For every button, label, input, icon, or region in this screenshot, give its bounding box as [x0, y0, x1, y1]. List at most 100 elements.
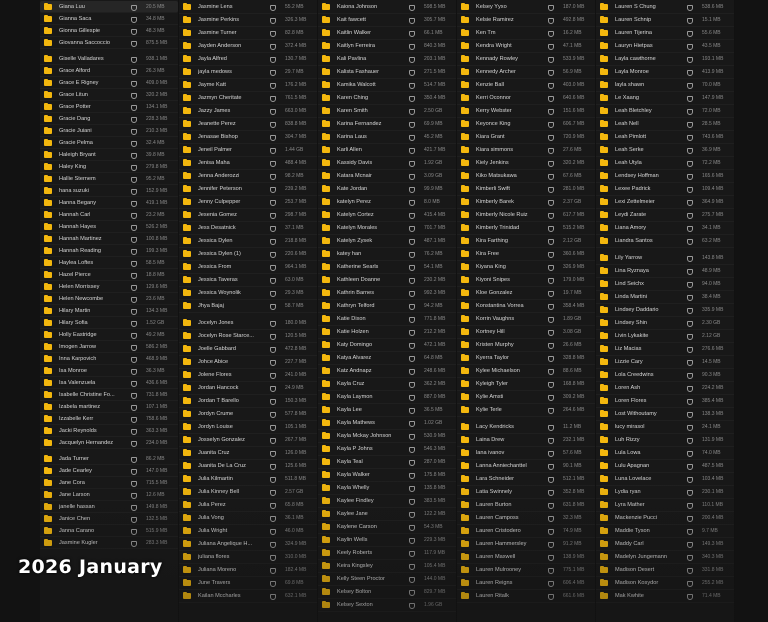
- heart-icon[interactable]: [409, 277, 415, 284]
- heart-icon[interactable]: [131, 356, 137, 363]
- heart-icon[interactable]: [687, 134, 693, 141]
- folder-row[interactable]: Jada Turner 86.2 MB: [40, 453, 178, 465]
- heart-icon[interactable]: [270, 173, 276, 180]
- folder-row[interactable]: Kennedy Archer 56.9 MB: [457, 66, 595, 79]
- folder-row[interactable]: Kerri Oconnor 640.6 MB: [457, 92, 595, 105]
- heart-icon[interactable]: [131, 152, 137, 159]
- heart-icon[interactable]: [548, 82, 554, 89]
- folder-row[interactable]: Katie Dixon 771.8 MB: [318, 313, 456, 326]
- folder-row[interactable]: Lauren Tijerina 55.6 MB: [596, 27, 734, 40]
- heart-icon[interactable]: [548, 476, 554, 483]
- folder-row[interactable]: Linda Martini 38.4 MB: [596, 291, 734, 304]
- folder-row[interactable]: Jazzy James 663.0 MB: [179, 105, 317, 118]
- folder-row[interactable]: Kylie Terle 264.6 MB: [457, 404, 595, 417]
- heart-icon[interactable]: [687, 43, 693, 50]
- folder-row[interactable]: Giselle Valladares 938.1 MB: [40, 53, 178, 65]
- heart-icon[interactable]: [409, 30, 415, 37]
- folder-row[interactable]: Jasmine Kugler 283.3 MB: [40, 537, 178, 549]
- folder-row[interactable]: Hanna Begany 419.1 MB: [40, 197, 178, 209]
- folder-row[interactable]: Kira Free 360.6 MB: [457, 248, 595, 261]
- folder-row[interactable]: Kiara simmons 27.6 MB: [457, 144, 595, 157]
- folder-row[interactable]: Kimberly Barek 2.37 GB: [457, 196, 595, 209]
- folder-row[interactable]: Kayla Teal 287.0 MB: [318, 456, 456, 469]
- heart-icon[interactable]: [548, 450, 554, 457]
- folder-row[interactable]: Jayla Alfred 130.7 MB: [179, 53, 317, 66]
- heart-icon[interactable]: [548, 56, 554, 63]
- folder-row[interactable]: Kayla Mathews 1.02 GB: [318, 417, 456, 430]
- folder-row[interactable]: Jasmine Lens 55.2 MB: [179, 1, 317, 14]
- folder-row[interactable]: Kortney Hill 3.08 GB: [457, 326, 595, 339]
- folder-row[interactable]: Kenzie Ball 403.0 MB: [457, 79, 595, 92]
- heart-icon[interactable]: [548, 173, 554, 180]
- folder-row[interactable]: Janna Carano 515.9 MB: [40, 525, 178, 537]
- heart-icon[interactable]: [409, 524, 415, 531]
- heart-icon[interactable]: [131, 456, 137, 463]
- folder-row[interactable]: Maddie Tyson 9.7 MB: [596, 525, 734, 538]
- heart-icon[interactable]: [270, 290, 276, 297]
- folder-row[interactable]: Kyerra Taylor 328.8 MB: [457, 352, 595, 365]
- folder-row[interactable]: Isabelle Christine Fo... 731.8 MB: [40, 389, 178, 401]
- heart-icon[interactable]: [687, 56, 693, 63]
- folder-row[interactable]: Lula Lowa 74.0 MB: [596, 447, 734, 460]
- folder-row[interactable]: lana ivanov 57.6 MB: [457, 447, 595, 460]
- heart-icon[interactable]: [548, 394, 554, 401]
- heart-icon[interactable]: [548, 407, 554, 414]
- folder-row[interactable]: Izabela martinez 107.1 MB: [40, 401, 178, 413]
- heart-icon[interactable]: [409, 108, 415, 115]
- folder-row[interactable]: Kiyoni Snipes 179.0 MB: [457, 274, 595, 287]
- heart-icon[interactable]: [548, 277, 554, 284]
- folder-row[interactable]: Lyra Mather 110.1 MB: [596, 499, 734, 512]
- folder-row[interactable]: Jordan T Barello 150.3 MB: [179, 395, 317, 408]
- folder-row[interactable]: Mackenzie Pucci 200.4 MB: [596, 512, 734, 525]
- heart-icon[interactable]: [270, 385, 276, 392]
- heart-icon[interactable]: [270, 567, 276, 574]
- heart-icon[interactable]: [687, 567, 693, 574]
- folder-row[interactable]: Lulu Apagnan 487.5 MB: [596, 460, 734, 473]
- folder-row[interactable]: Jade Cearley 147.0 MB: [40, 465, 178, 477]
- heart-icon[interactable]: [131, 380, 137, 387]
- heart-icon[interactable]: [131, 504, 137, 511]
- heart-icon[interactable]: [131, 260, 137, 267]
- heart-icon[interactable]: [131, 540, 137, 547]
- heart-icon[interactable]: [548, 69, 554, 76]
- folder-row[interactable]: Kate Jordan 99.9 MB: [318, 183, 456, 196]
- folder-row[interactable]: juliana flores 310.0 MB: [179, 551, 317, 564]
- heart-icon[interactable]: [131, 392, 137, 399]
- heart-icon[interactable]: [409, 173, 415, 180]
- heart-icon[interactable]: [409, 342, 415, 349]
- folder-row[interactable]: Jesenia Gomez 298.7 MB: [179, 209, 317, 222]
- heart-icon[interactable]: [548, 290, 554, 297]
- folder-row[interactable]: Kaylee Findley 383.5 MB: [318, 495, 456, 508]
- folder-row[interactable]: Hilary Sofia 1.52 GB: [40, 317, 178, 329]
- folder-row[interactable]: Le Xaang 147.9 MB: [596, 92, 734, 105]
- heart-icon[interactable]: [270, 95, 276, 102]
- heart-icon[interactable]: [270, 398, 276, 405]
- heart-icon[interactable]: [687, 593, 693, 600]
- folder-row[interactable]: Lily Yarrow 143.8 MB: [596, 252, 734, 265]
- folder-row[interactable]: Keely Roberts 117.9 MB: [318, 547, 456, 560]
- folder-row[interactable]: Jeneil Palmer 1.44 GB: [179, 144, 317, 157]
- heart-icon[interactable]: [687, 580, 693, 587]
- folder-row[interactable]: Jenasae Bishop 304.7 MB: [179, 131, 317, 144]
- folder-row[interactable]: Hilary Martin 134.3 MB: [40, 305, 178, 317]
- heart-icon[interactable]: [548, 502, 554, 509]
- folder-row[interactable]: Lauren Reigns 606.4 MB: [457, 577, 595, 590]
- folder-row[interactable]: Juanita Cruz 126.0 MB: [179, 447, 317, 460]
- folder-row[interactable]: Kristen Murphy 26.6 MB: [457, 339, 595, 352]
- folder-row[interactable]: Helen Newcombe 23.6 MB: [40, 293, 178, 305]
- folder-row[interactable]: Jordan Hancock 24.9 MB: [179, 382, 317, 395]
- folder-row[interactable]: Lauren Maxwell 138.9 MB: [457, 551, 595, 564]
- heart-icon[interactable]: [687, 320, 693, 327]
- heart-icon[interactable]: [687, 385, 693, 392]
- heart-icon[interactable]: [131, 128, 137, 135]
- folder-row[interactable]: Julia Kinney Bell 2.57 GB: [179, 486, 317, 499]
- folder-row[interactable]: Kaitlin Walker 66.1 MB: [318, 27, 456, 40]
- folder-row[interactable]: Latia Swinnely 352.8 MB: [457, 486, 595, 499]
- folder-row[interactable]: Gracie Pelma 32.4 MB: [40, 137, 178, 149]
- heart-icon[interactable]: [131, 164, 137, 171]
- folder-row[interactable]: Layla Monroe 413.9 MB: [596, 66, 734, 79]
- heart-icon[interactable]: [548, 463, 554, 470]
- heart-icon[interactable]: [687, 333, 693, 340]
- heart-icon[interactable]: [409, 316, 415, 323]
- heart-icon[interactable]: [409, 264, 415, 271]
